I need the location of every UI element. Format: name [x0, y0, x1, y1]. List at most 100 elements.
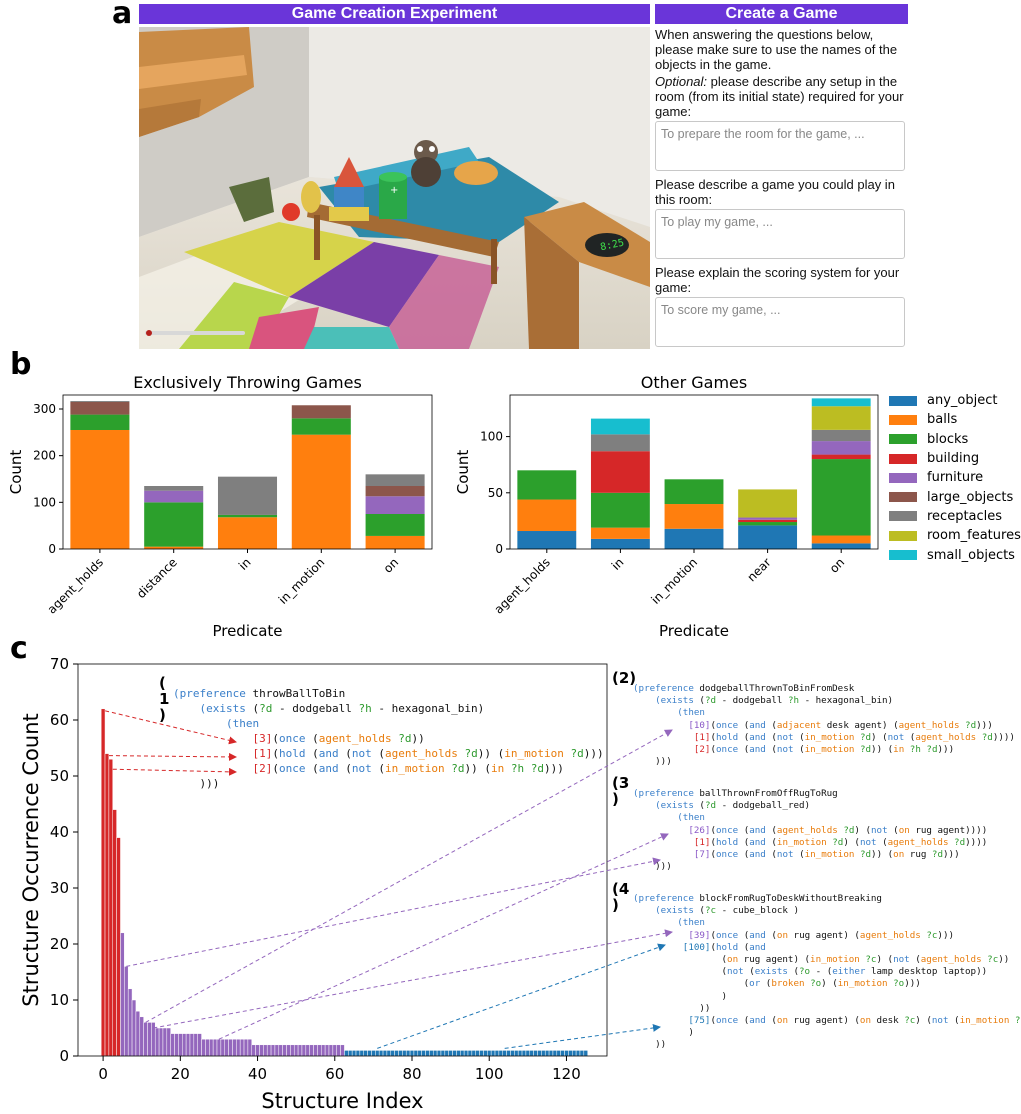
bar-structure-72: [378, 1050, 384, 1057]
bar-structure-26: [201, 1038, 206, 1057]
y-tick-label: 40: [50, 823, 69, 841]
legend-item-balls: balls: [889, 410, 1021, 429]
bar-structure-107: [514, 1050, 519, 1057]
snippet-4: (preference blockFromRugToDeskWithoutBre…: [633, 893, 1021, 1051]
bar-structure-43: [266, 1044, 272, 1057]
stacked-chart-0: agent_holds distance in in_motion on 0 100 200 3…: [7, 373, 433, 640]
bar-near-room_features: [738, 489, 798, 518]
bar-structure-98: [479, 1050, 484, 1057]
bar-on-small_objects: [811, 398, 871, 407]
bar-structure-61: [336, 1044, 341, 1057]
bar-structure-12: [147, 1022, 152, 1057]
x-tick-label: 80: [402, 1065, 421, 1083]
bar-in_motion-any_object: [664, 528, 724, 549]
bar-on-receptacles: [365, 474, 425, 486]
setup-optional-label: Optional:: [655, 74, 708, 89]
bar-in-small_objects: [590, 418, 650, 435]
bar-structure-36: [239, 1038, 245, 1057]
room-scene[interactable]: 8:25 +: [139, 27, 650, 349]
bar-on-blocks: [811, 459, 871, 536]
create-game-header: Create a Game: [655, 4, 908, 24]
bar-structure-50: [293, 1044, 299, 1057]
bar-structure-69: [367, 1050, 372, 1057]
bar-on-blocks: [365, 514, 425, 536]
bar-on-building: [811, 454, 871, 460]
clock-text: 8:25: [599, 238, 625, 254]
bar-structure-31: [220, 1038, 225, 1057]
bar-structure-95: [467, 1050, 473, 1057]
panel-c-chart: 0 20 40 60 80 100 120 0 10 20 30 40 50 60 70 Structure …: [19, 655, 673, 1113]
bar-structure-74: [386, 1050, 392, 1057]
legend-swatch: [889, 511, 917, 522]
y-tick-label: 0: [48, 542, 56, 556]
bar-structure-62: [340, 1044, 345, 1057]
x-tick-label: on: [381, 555, 401, 575]
bar-agent_holds-blocks: [70, 414, 130, 430]
bar-structure-8: [131, 999, 137, 1057]
bar-structure-82: [417, 1050, 422, 1057]
bar-structure-7: [127, 988, 133, 1057]
bar-structure-54: [309, 1044, 314, 1057]
x-tick-label: distance: [134, 555, 180, 601]
legend-label: blocks: [927, 431, 969, 447]
x-tick-label: 120: [552, 1065, 581, 1083]
scoring-textarea[interactable]: To score my game, ...: [655, 297, 905, 347]
legend-label: any_object: [927, 393, 998, 409]
bar-structure-10: [139, 1016, 144, 1057]
bar-in-balls: [217, 517, 278, 549]
bar-structure-30: [216, 1038, 222, 1057]
game-textarea[interactable]: To play my game, ...: [655, 209, 905, 259]
bar-structure-56: [317, 1044, 322, 1057]
bar-structure-105: [506, 1050, 511, 1057]
annotation-arrow: [504, 1023, 661, 1049]
snippet-2: (preference dodgeballThrownToBinFromDesk…: [633, 683, 1015, 768]
bar-structure-6: [124, 966, 129, 1057]
bar-on-any_object: [811, 543, 871, 549]
annotation-arrow: [218, 833, 669, 1040]
y-tick-label: 30: [50, 879, 69, 897]
bar-structure-1: [104, 753, 110, 1057]
bar-structure-94: [463, 1050, 469, 1057]
bar-in-blocks: [217, 514, 278, 518]
game-creation-header: Game Creation Experiment: [139, 4, 650, 24]
bar-on-room_features: [811, 406, 871, 430]
x-tick-label: 60: [325, 1065, 344, 1083]
x-tick-label: in: [236, 555, 254, 573]
bar-near-blocks: [738, 522, 798, 526]
bar-structure-99: [483, 1050, 488, 1057]
bar-agent_holds-large_objects: [70, 402, 130, 415]
bar-structure-93: [460, 1050, 465, 1057]
bar-structure-44: [270, 1044, 276, 1057]
y-tick-label: 200: [33, 449, 56, 463]
create-game-form: When answering the questions below, plea…: [655, 27, 908, 353]
annotation-arrow: [153, 929, 673, 1029]
snippet-3-label: (3 ): [612, 774, 630, 808]
bar-structure-100: [487, 1050, 492, 1057]
bar-structure-29: [212, 1038, 218, 1057]
setup-textarea[interactable]: To prepare the room for the game, ...: [655, 121, 905, 171]
bar-structure-49: [290, 1044, 295, 1057]
bar-structure-15: [158, 1027, 164, 1057]
legend-item-furniture: furniture: [889, 468, 1021, 487]
room-scene-illustration: 8:25 +: [139, 27, 650, 349]
x-tick-label: agent_holds: [492, 555, 553, 616]
bar-distance-blocks: [144, 502, 204, 547]
bar-structure-11: [143, 1022, 148, 1057]
annotation-arrow: [104, 710, 237, 745]
bar-structure-75: [390, 1050, 395, 1057]
bar-structure-42: [263, 1044, 268, 1057]
bar-structure-16: [162, 1027, 168, 1057]
bar-structure-123: [575, 1050, 581, 1057]
bar-structure-34: [232, 1038, 237, 1057]
bar-structure-110: [525, 1050, 531, 1057]
bar-structure-118: [556, 1050, 561, 1057]
bar-structure-103: [498, 1050, 503, 1057]
y-tick-label: 70: [50, 655, 69, 673]
bar-structure-81: [413, 1050, 419, 1057]
legend-swatch: [889, 492, 917, 503]
legend-label: room_features: [927, 528, 1021, 544]
bar-structure-97: [475, 1050, 480, 1057]
x-axis-label: Predicate: [212, 622, 282, 640]
bar-structure-113: [537, 1050, 542, 1057]
legend-item-room_features: room_features: [889, 526, 1021, 545]
